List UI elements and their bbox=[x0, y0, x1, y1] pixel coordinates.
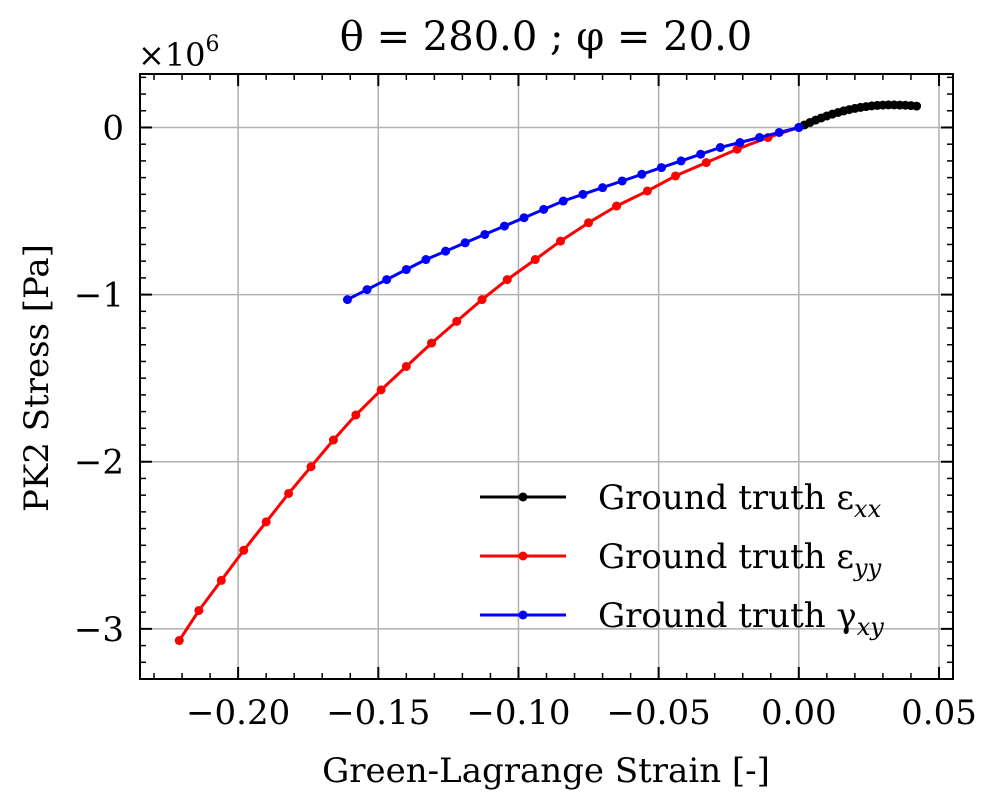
data-point-xy bbox=[656, 163, 666, 173]
data-point-xy bbox=[676, 156, 686, 166]
legend-label-subscript: yy bbox=[853, 554, 882, 582]
data-point-xy bbox=[539, 204, 549, 214]
data-point-xy bbox=[558, 196, 568, 206]
data-point-xx bbox=[912, 101, 922, 111]
y-tick-label: 0 bbox=[102, 108, 124, 148]
y-tick-label: −3 bbox=[74, 610, 124, 650]
legend-swatch-marker bbox=[518, 551, 528, 561]
legend-item-xy: Ground truth γxy bbox=[480, 596, 884, 641]
data-point-yy bbox=[328, 435, 338, 445]
data-point-xy bbox=[794, 122, 804, 132]
x-tick-label: −0.05 bbox=[607, 693, 711, 733]
data-point-yy bbox=[427, 338, 437, 348]
x-tick-label: 0.05 bbox=[901, 693, 977, 733]
y-multiplier: ×106 bbox=[138, 32, 220, 74]
series-lines bbox=[174, 100, 922, 646]
legend-swatch-marker bbox=[518, 610, 528, 620]
y-tick-label: −2 bbox=[74, 443, 124, 483]
data-point-xy bbox=[696, 149, 706, 159]
data-point-yy bbox=[701, 158, 711, 168]
data-point-yy bbox=[194, 605, 204, 615]
tick-labels: −0.20 −0.15 −0.10 −0.05 0.00 0.05 0 −1 −2 −3 bbox=[74, 108, 977, 733]
data-point-yy bbox=[401, 361, 411, 371]
chart-title: θ = 280.0 ; φ = 20.0 bbox=[340, 14, 752, 60]
data-point-xy bbox=[519, 213, 529, 223]
data-point-xy bbox=[578, 189, 588, 199]
legend-label-subscript: xy bbox=[857, 613, 885, 641]
data-point-xy bbox=[755, 133, 765, 143]
legend-item-xx: Ground truth εxx bbox=[480, 478, 882, 523]
data-point-xy bbox=[421, 255, 431, 265]
data-point-xy bbox=[401, 265, 411, 275]
data-point-xy bbox=[617, 176, 627, 186]
legend-label-subscript: xx bbox=[854, 495, 882, 523]
x-tick-label: 0.00 bbox=[761, 693, 837, 733]
data-point-xy bbox=[382, 275, 392, 285]
legend-label: Ground truth εxx bbox=[598, 478, 882, 523]
y-multiplier-exponent: 6 bbox=[206, 32, 220, 57]
data-point-yy bbox=[502, 275, 512, 285]
data-point-yy bbox=[376, 385, 386, 395]
legend-label-name: Ground truth ε bbox=[598, 478, 854, 518]
data-point-xy bbox=[774, 127, 784, 137]
data-point-yy bbox=[530, 255, 540, 265]
series-yy bbox=[174, 122, 804, 646]
x-tick-label: −0.20 bbox=[186, 693, 290, 733]
data-point-yy bbox=[670, 171, 680, 181]
data-point-yy bbox=[216, 575, 226, 585]
data-point-yy bbox=[642, 186, 652, 196]
legend-label: Ground truth γxy bbox=[598, 596, 884, 641]
data-point-yy bbox=[584, 218, 594, 228]
data-point-xy bbox=[362, 285, 372, 295]
data-point-yy bbox=[306, 462, 316, 472]
y-multiplier-base: ×10 bbox=[138, 36, 206, 74]
data-point-xy bbox=[460, 238, 470, 248]
data-point-yy bbox=[284, 488, 294, 498]
data-point-yy bbox=[477, 295, 487, 305]
data-point-xy bbox=[598, 183, 608, 193]
data-point-yy bbox=[556, 236, 566, 246]
legend-label-name: Ground truth γ bbox=[598, 596, 857, 636]
data-point-xy bbox=[735, 138, 745, 148]
data-point-yy bbox=[351, 410, 361, 420]
data-point-xy bbox=[499, 221, 509, 231]
data-point-xy bbox=[342, 295, 352, 305]
legend-label-name: Ground truth ε bbox=[598, 537, 854, 577]
y-axis-label: PK2 Stress [Pa] bbox=[17, 244, 57, 512]
data-point-xy bbox=[441, 246, 451, 256]
ticks bbox=[140, 74, 953, 679]
series-xy bbox=[342, 122, 804, 305]
y-tick-label: −1 bbox=[74, 276, 124, 316]
plot-frame bbox=[139, 73, 954, 680]
grid-lines bbox=[140, 74, 953, 679]
legend-label: Ground truth εyy bbox=[598, 537, 882, 582]
legend-swatch-marker bbox=[518, 492, 528, 502]
data-point-xy bbox=[637, 169, 647, 179]
x-tick-label: −0.15 bbox=[326, 693, 430, 733]
data-point-yy bbox=[261, 517, 271, 527]
data-point-xy bbox=[715, 143, 725, 153]
data-point-yy bbox=[612, 201, 622, 211]
legend-item-yy: Ground truth εyy bbox=[480, 537, 882, 582]
data-point-yy bbox=[452, 316, 462, 326]
data-point-yy bbox=[174, 636, 184, 646]
x-tick-label: −0.10 bbox=[466, 693, 570, 733]
x-axis-label: Green-Lagrange Strain [-] bbox=[322, 751, 770, 791]
data-point-xy bbox=[480, 229, 490, 239]
data-point-yy bbox=[239, 545, 249, 555]
